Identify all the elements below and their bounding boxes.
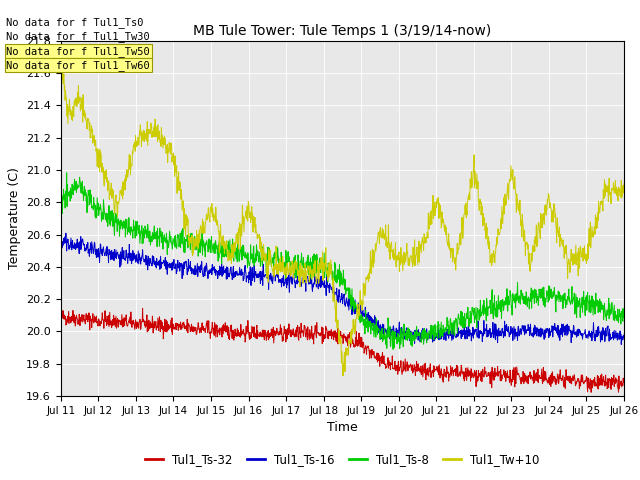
Text: No data for f Tul1_Tw60: No data for f Tul1_Tw60 [6, 60, 150, 71]
Tul1_Ts-8 [620, 314, 628, 320]
Text: No data for f Tul1_Tw30: No data for f Tul1_Tw30 [6, 31, 150, 42]
Tul1_Tw+10 [58, 60, 65, 65]
Tul1_Ts-16 [618, 342, 625, 348]
Tul1_Ts-8 [389, 347, 397, 352]
Tul1_Ts-16 [554, 323, 561, 328]
Tul1_Ts-8 [63, 170, 70, 176]
Tul1_Ts-16 [504, 329, 511, 335]
Title: MB Tule Tower: Tule Temps 1 (3/19/14-now): MB Tule Tower: Tule Temps 1 (3/19/14-now… [193, 24, 492, 38]
Tul1_Tw+10 [504, 191, 512, 196]
Tul1_Ts-8 [554, 295, 562, 300]
Tul1_Ts-32 [246, 336, 253, 342]
Tul1_Ts-16 [57, 237, 65, 243]
Tul1_Ts-32 [504, 374, 511, 380]
Text: No data for f Tul1_Ts0: No data for f Tul1_Ts0 [6, 17, 144, 28]
Line: Tul1_Ts-32: Tul1_Ts-32 [61, 308, 624, 392]
Tul1_Ts-32 [430, 369, 438, 375]
Tul1_Tw+10 [554, 230, 562, 236]
Tul1_Tw+10 [431, 199, 438, 205]
Tul1_Ts-8 [431, 331, 438, 337]
X-axis label: Time: Time [327, 421, 358, 434]
Tul1_Tw+10 [246, 215, 253, 220]
Line: Tul1_Ts-8: Tul1_Ts-8 [61, 173, 624, 349]
Tul1_Ts-8 [182, 237, 190, 243]
Tul1_Ts-32 [169, 324, 177, 330]
Line: Tul1_Tw+10: Tul1_Tw+10 [61, 62, 624, 376]
Tul1_Tw+10 [182, 218, 190, 224]
Tul1_Ts-16 [430, 332, 438, 338]
Tul1_Ts-16 [246, 276, 253, 282]
Tul1_Ts-32 [554, 371, 561, 377]
Tul1_Tw+10 [169, 156, 177, 161]
Tul1_Ts-8 [57, 209, 65, 215]
Tul1_Tw+10 [620, 181, 628, 187]
Tul1_Ts-32 [620, 379, 628, 384]
Tul1_Ts-8 [504, 293, 512, 299]
Line: Tul1_Ts-16: Tul1_Ts-16 [61, 233, 624, 345]
Tul1_Ts-32 [182, 323, 190, 328]
Tul1_Ts-16 [169, 266, 177, 272]
Tul1_Tw+10 [339, 373, 347, 379]
Tul1_Ts-32 [139, 305, 147, 311]
Tul1_Ts-16 [62, 230, 70, 236]
Tul1_Ts-8 [246, 263, 253, 269]
Y-axis label: Temperature (C): Temperature (C) [8, 168, 20, 269]
Tul1_Ts-32 [57, 312, 65, 318]
Tul1_Ts-8 [169, 239, 177, 244]
Legend: Tul1_Ts-32, Tul1_Ts-16, Tul1_Ts-8, Tul1_Tw+10: Tul1_Ts-32, Tul1_Ts-16, Tul1_Ts-8, Tul1_… [141, 448, 544, 470]
Tul1_Ts-32 [588, 389, 595, 395]
Tul1_Ts-16 [182, 262, 190, 268]
Tul1_Tw+10 [57, 62, 65, 68]
Text: No data for f Tul1_Tw50: No data for f Tul1_Tw50 [6, 46, 150, 57]
Tul1_Ts-16 [620, 334, 628, 340]
